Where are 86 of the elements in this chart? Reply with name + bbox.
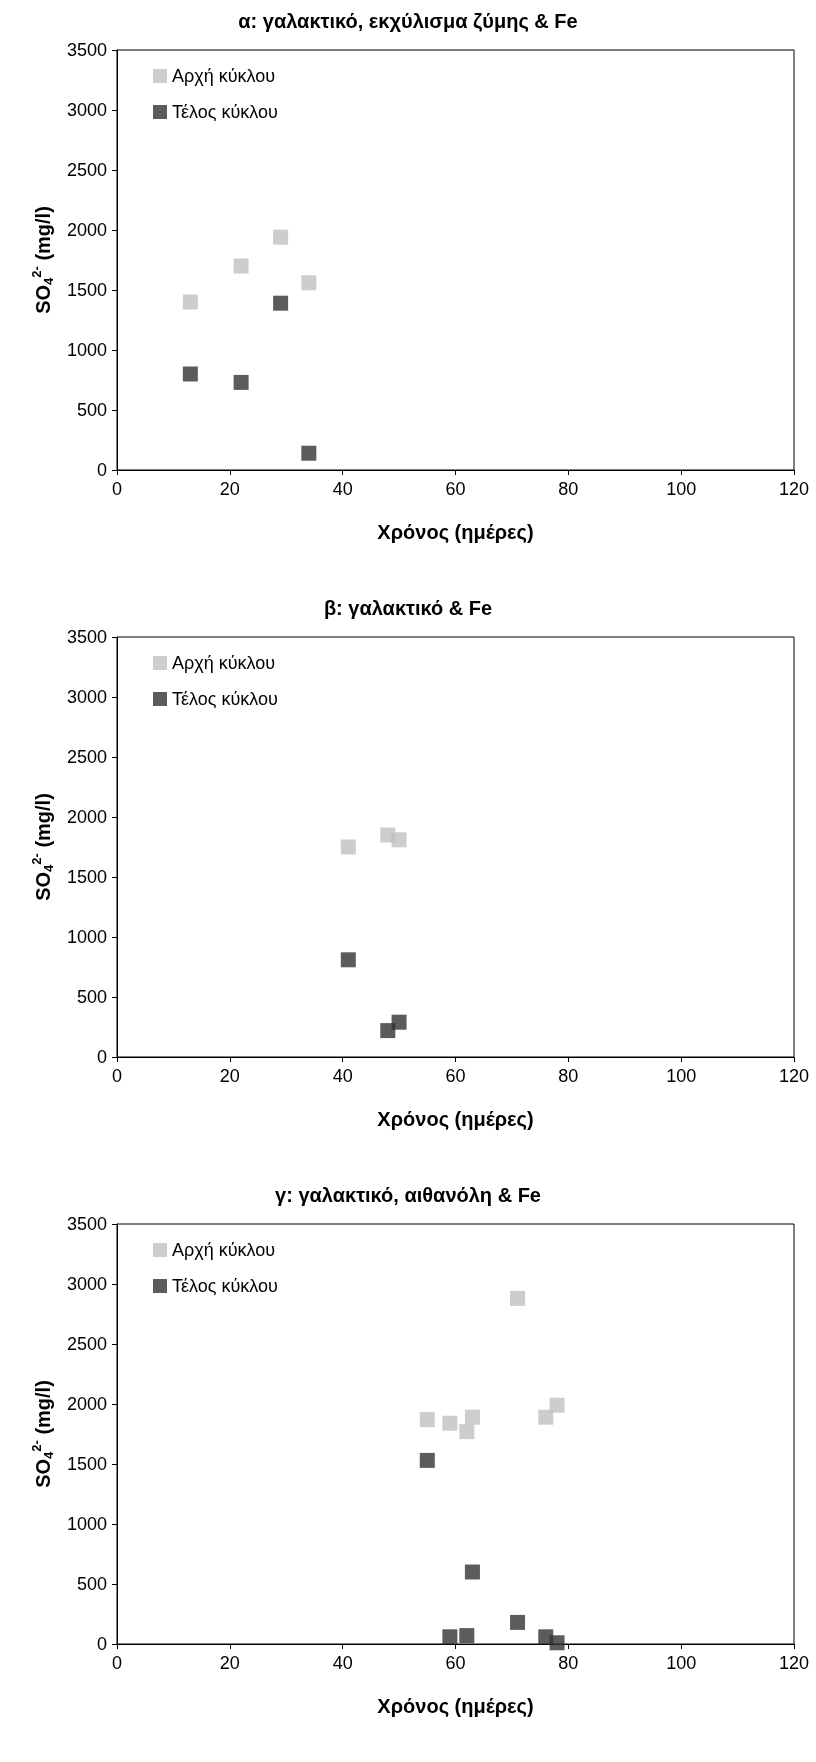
point [459, 1628, 475, 1644]
y-tick-label: 2500 [66, 160, 107, 180]
y-tick-label: 500 [76, 1574, 107, 1594]
x-tick-label: 20 [219, 479, 240, 499]
point [391, 1014, 407, 1030]
y-tick-label: 3500 [66, 627, 107, 647]
point [464, 1409, 480, 1425]
y-tick-label: 2000 [66, 220, 107, 240]
point [510, 1614, 526, 1630]
y-tick-label: 1000 [66, 1514, 107, 1534]
x-tick-label: 0 [111, 1653, 123, 1673]
x-tick-label: 80 [558, 1653, 579, 1673]
legend-label: Τέλος κύκλου [172, 1276, 278, 1296]
point [233, 258, 249, 274]
x-axis-title: Χρόνος (ημέρες) [377, 1695, 534, 1717]
legend-label: Τέλος κύκλου [172, 689, 278, 709]
legend-label: Αρχή κύκλου [172, 66, 276, 86]
point [273, 229, 289, 245]
chart-title: β: γαλακτικό & Fe [323, 597, 493, 619]
point [273, 295, 289, 311]
x-tick-label: 60 [445, 479, 466, 499]
point [182, 366, 198, 382]
x-tick-label: 0 [111, 1066, 123, 1086]
point [340, 952, 356, 968]
y-tick-label: 0 [96, 460, 107, 480]
point [182, 294, 198, 310]
x-tick-label: 20 [219, 1066, 240, 1086]
legend-label: Αρχή κύκλου [172, 1240, 276, 1260]
x-tick-label: 60 [445, 1653, 466, 1673]
y-tick-label: 3500 [66, 1214, 107, 1234]
y-tick-label: 3000 [66, 1274, 107, 1294]
legend-label: Τέλος κύκλου [172, 102, 278, 122]
y-tick-label: 3000 [66, 687, 107, 707]
y-tick-label: 1500 [66, 867, 107, 887]
point [549, 1635, 565, 1651]
y-tick-label: 3000 [66, 100, 107, 120]
point [459, 1424, 475, 1440]
y-tick-label: 1500 [66, 1454, 107, 1474]
y-tick-label: 0 [96, 1047, 107, 1067]
x-axis-title: Χρόνος (ημέρες) [377, 521, 534, 543]
y-tick-label: 2500 [66, 1334, 107, 1354]
y-tick-label: 1000 [66, 340, 107, 360]
point [442, 1629, 458, 1645]
x-tick-label: 40 [332, 479, 353, 499]
point [419, 1452, 435, 1468]
point [442, 1415, 458, 1431]
y-axis-title: SO42- (mg/l) [29, 206, 56, 314]
y-tick-label: 500 [76, 400, 107, 420]
point [233, 374, 249, 390]
y-tick-label: 1000 [66, 927, 107, 947]
point [510, 1290, 526, 1306]
point [391, 832, 407, 848]
y-tick-label: 3500 [66, 40, 107, 60]
y-tick-label: 2000 [66, 1394, 107, 1414]
x-tick-label: 100 [666, 1066, 697, 1086]
point [301, 445, 317, 461]
x-tick-label: 20 [219, 1653, 240, 1673]
x-tick-label: 40 [332, 1066, 353, 1086]
chart-title: α: γαλακτικό, εκχύλισμα ζύμης & Fe [238, 10, 578, 32]
x-tick-label: 120 [778, 1653, 810, 1673]
x-tick-label: 100 [666, 479, 697, 499]
chart-title: γ: γαλακτικό, αιθανόλη & Fe [275, 1184, 541, 1206]
point [380, 1023, 396, 1039]
y-tick-label: 1500 [66, 280, 107, 300]
legend-label: Αρχή κύκλου [172, 653, 276, 673]
x-tick-label: 80 [558, 479, 579, 499]
point [419, 1412, 435, 1428]
point [464, 1564, 480, 1580]
x-tick-label: 120 [778, 479, 810, 499]
x-axis-title: Χρόνος (ημέρες) [377, 1108, 534, 1130]
y-tick-label: 500 [76, 987, 107, 1007]
point [549, 1397, 565, 1413]
y-tick-label: 0 [96, 1634, 107, 1654]
x-tick-label: 120 [778, 1066, 810, 1086]
y-axis-title: SO42- (mg/l) [29, 1380, 56, 1488]
x-tick-label: 80 [558, 1066, 579, 1086]
point [340, 839, 356, 855]
x-tick-label: 0 [111, 479, 123, 499]
point [301, 275, 317, 291]
y-tick-label: 2500 [66, 747, 107, 767]
y-axis-title: SO42- (mg/l) [29, 793, 56, 901]
x-tick-label: 60 [445, 1066, 466, 1086]
x-tick-label: 100 [666, 1653, 697, 1673]
x-tick-label: 40 [332, 1653, 353, 1673]
y-tick-label: 2000 [66, 807, 107, 827]
point [538, 1409, 554, 1425]
